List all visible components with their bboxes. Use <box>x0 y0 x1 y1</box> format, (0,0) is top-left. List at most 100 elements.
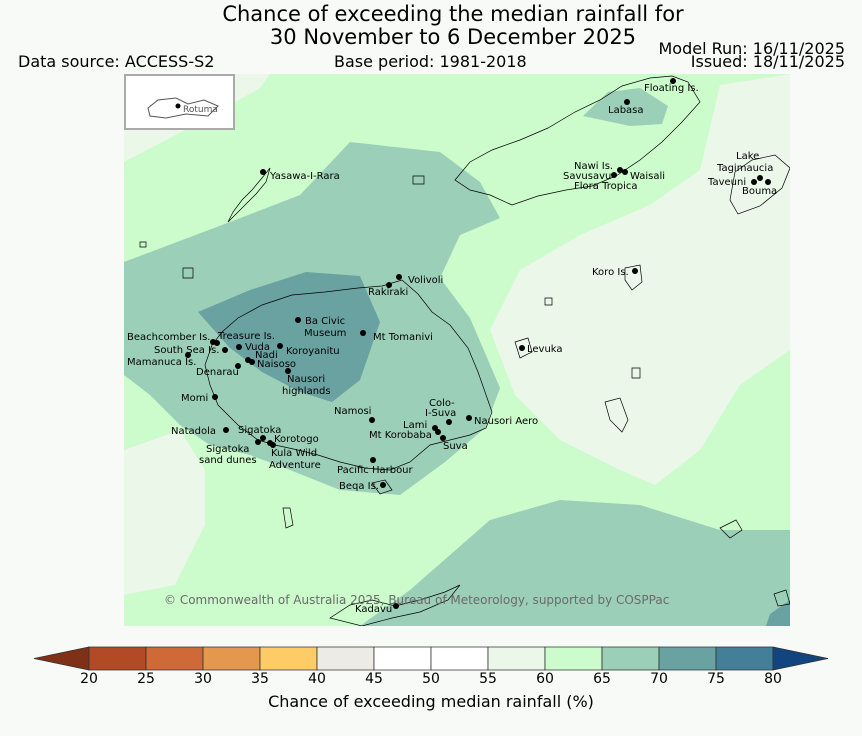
islet-4 <box>631 367 641 379</box>
label-mt-korobaba: Mt Korobaba <box>369 430 432 441</box>
colorbar-cell-9 <box>544 646 603 671</box>
marker-taveuni <box>751 179 757 185</box>
label-rakiraki: Rakiraki <box>368 287 408 298</box>
islet-5 <box>282 507 294 529</box>
marker-levuka <box>519 345 525 351</box>
zone-55-60-east <box>490 74 790 485</box>
islet-8 <box>139 241 147 248</box>
colorbar-cell-10 <box>601 646 660 671</box>
colorbar-tick-25: 25 <box>137 671 155 687</box>
islet-6 <box>719 519 743 539</box>
colorbar-tick-20: 20 <box>80 671 98 687</box>
islet-3 <box>544 297 553 306</box>
label-bouma: Bouma <box>742 186 777 197</box>
label-naisoso: Naisoso <box>257 359 296 370</box>
label-volivoli: Volivoli <box>408 275 443 286</box>
label-kula-wild: Kula Wild <box>271 448 317 459</box>
colorbar-cell-7 <box>430 646 489 671</box>
label-museum: Museum <box>304 328 346 339</box>
marker-koro-is <box>632 268 638 274</box>
label-nausori-aero: Nausori Aero <box>474 416 538 427</box>
label-taveuni: Taveuni <box>707 177 746 188</box>
marker-labasa <box>624 99 630 105</box>
islet-1 <box>412 175 425 185</box>
label-mt-tomanivi: Mt Tomanivi <box>373 332 433 343</box>
viti-levu-coast <box>204 279 493 471</box>
label-denarau: Denarau <box>196 367 239 378</box>
label-sigatoka-2: Sigatoka <box>206 444 249 455</box>
marker-yasawa-i-rara <box>260 169 266 175</box>
rotuma-label: Rotuma <box>183 105 218 115</box>
marker-nausori-highlands <box>285 368 291 374</box>
marker-suva <box>440 435 446 441</box>
label-lami: Lami <box>403 420 427 431</box>
marker-vuda <box>236 344 242 350</box>
marker-pacific-harbour <box>370 457 376 463</box>
colorbar-title: Chance of exceeding median rainfall (%) <box>268 692 594 711</box>
marker-namosi <box>369 417 375 423</box>
map-title-line2: 30 November to 6 December 2025 <box>269 25 637 49</box>
label-floating-is: Floating Is. <box>644 83 699 94</box>
marker-naisoso <box>249 359 255 365</box>
colorbar-tick-40: 40 <box>308 671 326 687</box>
label-nausori: Nausori <box>287 374 325 385</box>
data-source: Data source: ACCESS-S2 <box>18 52 215 71</box>
taveuni-coast <box>729 154 790 215</box>
label-momi: Momi <box>181 393 208 404</box>
colorbar-tick-35: 35 <box>251 671 269 687</box>
colorbar <box>33 646 829 671</box>
base-period: Base period: 1981-2018 <box>334 52 527 71</box>
place-labels: Floating Is. Labasa Yasawa-I-Rara Nawi I… <box>127 83 777 615</box>
label-lake: Lake <box>736 151 759 162</box>
marker-rakiraki <box>386 282 392 288</box>
marker-nausori-aero <box>466 415 472 421</box>
yasawa-coast <box>227 167 271 223</box>
colorbar-cell-6 <box>373 646 432 671</box>
label-mamanuca-is: Mamanuca Is. <box>127 357 196 368</box>
marker-floating-is <box>670 78 676 84</box>
label-yasawa-i-rara: Yasawa-I-Rara <box>269 171 340 182</box>
label-sand-dunes: sand dunes <box>199 455 257 466</box>
label-pacific-harbour: Pacific Harbour <box>337 465 414 476</box>
label-waisali: Waisali <box>630 171 665 182</box>
colorbar-cell-3 <box>202 646 261 671</box>
label-i-suva: I-Suva <box>425 408 456 419</box>
rotuma-coast <box>147 97 219 119</box>
koro-coast <box>624 264 643 291</box>
marker-kadavu <box>393 603 399 609</box>
label-beachcomber-is: Beachcomber Is. <box>127 332 210 343</box>
rainfall-map: Floating Is. Labasa Yasawa-I-Rara Nawi I… <box>124 74 790 626</box>
place-markers <box>185 78 771 609</box>
marker-treasure-is <box>214 340 220 346</box>
marker-denarau <box>235 363 241 369</box>
label-tagimaucia: Tagimaucia <box>716 163 773 174</box>
colorbar-tick-60: 60 <box>536 671 554 687</box>
label-levuka: Levuka <box>527 344 563 355</box>
label-korotogo: Korotogo <box>274 434 319 445</box>
label-adventure: Adventure <box>269 460 321 471</box>
label-labasa: Labasa <box>608 105 644 116</box>
ovalau-coast <box>514 337 533 359</box>
label-highlands: highlands <box>282 386 331 397</box>
marker-natadola <box>223 427 229 433</box>
label-ba-civic: Ba Civic <box>305 316 345 327</box>
marker-beqa-is <box>380 482 386 488</box>
islet-2 <box>182 267 194 279</box>
kadavu-coast <box>329 584 461 626</box>
marker-savusavu <box>611 172 617 178</box>
label-colo: Colo- <box>429 398 455 409</box>
zone-55-60-southwest <box>124 430 205 595</box>
rotuma-inset-map: Rotuma <box>147 97 219 119</box>
marker-kula-wild-adventure <box>270 442 276 448</box>
rotuma-marker <box>175 103 181 109</box>
gau-coast <box>604 397 629 433</box>
colorbar-cell-2 <box>145 646 204 671</box>
colorbar-tick-55: 55 <box>479 671 497 687</box>
rotuma-inset: Rotuma <box>124 74 235 130</box>
issued-date: Issued: 18/11/2025 <box>690 52 845 71</box>
label-nawi-is: Nawi Is. <box>574 161 613 172</box>
colorbar-cell-12 <box>715 646 774 671</box>
copyright-notice: © Commonwealth of Australia 2025, Bureau… <box>164 593 670 607</box>
colorbar-tick-75: 75 <box>707 671 725 687</box>
marker-mt-korobaba <box>435 429 441 435</box>
